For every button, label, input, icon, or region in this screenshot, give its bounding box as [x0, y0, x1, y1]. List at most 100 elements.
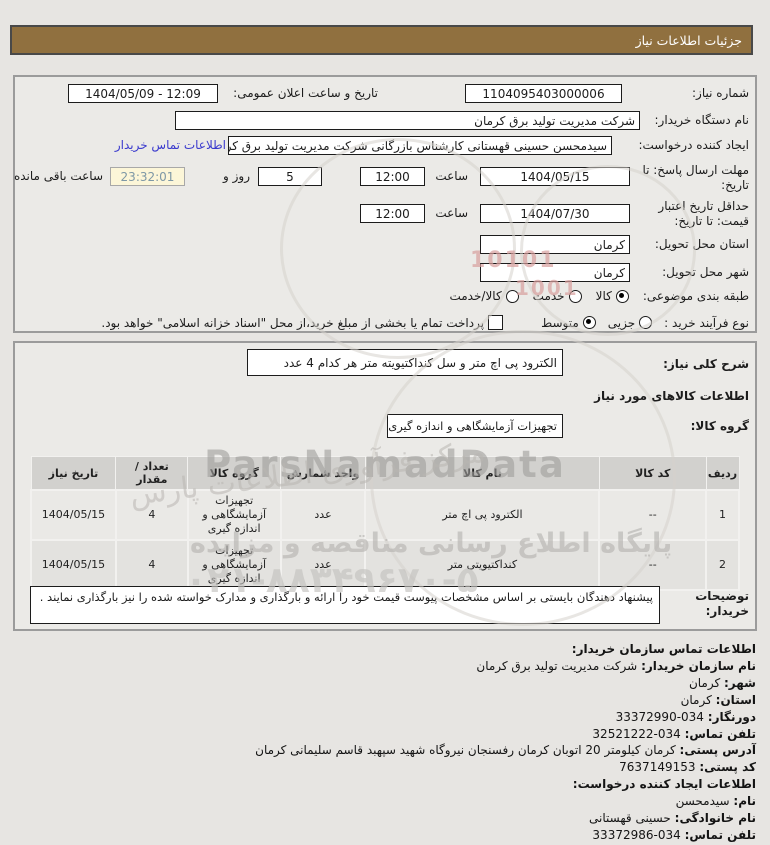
creator-first-name: سیدمحسن: [675, 794, 730, 809]
contact-label: استان:: [715, 692, 756, 707]
buyer-notes-input[interactable]: پیشنهاد دهندگان بایستی بر اساس مشخصات پی…: [30, 586, 660, 624]
classification-option-label: خدمت: [532, 289, 565, 303]
table-row: 2 -- کنداکتیویتی متر عدد تجهیزات آزمایشگ…: [30, 539, 740, 591]
contact-label: شهر:: [724, 675, 756, 690]
validity-hour-label: ساعت: [435, 206, 468, 220]
contact-line: اطلاعات ایجاد کننده درخواست:: [14, 776, 756, 793]
col-header-quantity: تعداد / مقدار: [115, 456, 189, 491]
cell-row-number: 2: [705, 539, 740, 591]
need-number-label: شماره نیاز:: [692, 86, 749, 100]
countdown-timer: 23:32:01: [110, 167, 185, 186]
buyer-notes-label: توضیحات خریدار:: [695, 589, 749, 618]
contact-label: دورنگار:: [707, 709, 756, 724]
need-number-input[interactable]: 1104095403000006: [465, 84, 622, 103]
col-header-need-date: تاریخ نیاز: [30, 456, 117, 491]
classification-label: طبقه بندی موضوعی:: [642, 289, 749, 303]
contact-line: اطلاعات تماس سازمان خریدار:: [14, 641, 756, 658]
classification-row: طبقه بندی موضوعی: کالا خدمت کالا/خدمت: [449, 289, 749, 303]
buyer-contact-link[interactable]: اطلاعات تماس خریدار: [114, 138, 226, 152]
reply-deadline-time-input[interactable]: 12:00: [360, 167, 425, 186]
contact-label: نام خانوادگی:: [674, 811, 756, 826]
contact-label: اطلاعات تماس سازمان خریدار:: [571, 642, 756, 656]
request-creator-input[interactable]: سیدمحسن حسینی قهستانی کارشناس بازرگانی ش…: [228, 136, 612, 155]
delivery-province-input[interactable]: کرمان: [480, 235, 630, 254]
contact-line: آدرس پستی: کرمان کیلومتر 20 اتوبان کرمان…: [14, 742, 756, 759]
contact-label: اطلاعات ایجاد کننده درخواست:: [572, 777, 756, 792]
cell-unit: عدد: [279, 539, 367, 591]
need-description-input[interactable]: الکترود پی اچ متر و سل کنداکتیویته متر ه…: [247, 349, 563, 376]
col-header-group: گروه کالا: [187, 456, 282, 491]
cell-item-name: الکترود پی اچ متر: [364, 489, 601, 541]
contact-value: کرمان: [688, 675, 721, 690]
classification-radio-goods[interactable]: [615, 289, 629, 303]
contact-value: شرکت مدیریت تولید برق کرمان: [476, 658, 638, 673]
classification-radio-goods-service[interactable]: [505, 289, 519, 303]
delivery-city-label: شهر محل تحویل:: [662, 265, 749, 279]
announce-datetime-label: تاریخ و ساعت اعلان عمومی:: [233, 86, 378, 100]
col-header-row-number: ردیف: [705, 456, 740, 491]
contact-label: کد پستی:: [699, 760, 756, 775]
contact-label: تلفن تماس:: [684, 827, 756, 842]
col-header-unit: واحد شمارش: [280, 456, 366, 491]
days-and-label: روز و: [223, 169, 250, 183]
process-radio-medium[interactable]: [582, 316, 596, 329]
contact-line: کد پستی: 7637149153: [14, 759, 756, 776]
contact-line: نام: سیدمحسن: [14, 793, 756, 810]
contact-label: نام:: [733, 794, 756, 809]
fax-number: 33372990-034: [615, 709, 704, 724]
price-validity-label: حداقل تاریخ اعتبار قیمت: تا تاریخ:: [658, 199, 749, 228]
treasury-payment-label: پرداخت تمام یا بخشی از مبلغ خرید،از محل …: [101, 315, 485, 330]
item-group-input[interactable]: تجهیزات آزمایشگاهی و اندازه گیری: [387, 414, 563, 438]
hours-remaining-label: ساعت باقی مانده: [13, 169, 103, 183]
required-items-header: اطلاعات کالاهای مورد نیاز: [594, 389, 749, 403]
cell-item-code: --: [598, 489, 708, 541]
deadline-hour-label: ساعت: [435, 169, 468, 183]
contact-line: استان: کرمان: [14, 692, 756, 709]
treasury-payment-checkbox[interactable]: [488, 315, 504, 330]
announce-datetime-input[interactable]: 1404/05/09 - 12:09: [68, 84, 218, 103]
price-validity-date-input[interactable]: 1404/07/30: [480, 204, 630, 223]
phone-number: 32521222-034: [592, 726, 681, 741]
classification-option-label: کالا: [595, 289, 612, 303]
days-remaining-input[interactable]: 5: [258, 167, 322, 186]
cell-group: تجهیزات آزمایشگاهی و اندازه گیری: [186, 489, 282, 541]
delivery-province-label: استان محل تحویل:: [654, 237, 749, 251]
reply-deadline-date-input[interactable]: 1404/05/15: [480, 167, 630, 186]
need-info-panel: شماره نیاز: 1104095403000006 تاریخ و ساع…: [13, 75, 757, 333]
cell-need-date: 1404/05/15: [30, 539, 117, 591]
cell-unit: عدد: [279, 489, 367, 541]
price-validity-time-input[interactable]: 12:00: [360, 204, 425, 223]
cell-need-date: 1404/05/15: [30, 489, 117, 541]
delivery-city-input[interactable]: کرمان: [480, 263, 630, 282]
process-type-label: نوع فرآیند خرید :: [664, 315, 749, 330]
contact-label: نام سازمان خریدار:: [641, 658, 756, 673]
process-radio-minor[interactable]: [639, 316, 653, 329]
col-header-item-code: کد کالا: [598, 456, 707, 491]
contact-line: نام خانوادگی: حسینی قهستانی: [14, 810, 756, 827]
col-header-item-name: نام کالا: [364, 456, 600, 491]
items-table: ردیف کد کالا نام کالا واحد شمارش گروه کا…: [30, 456, 740, 591]
classification-radio-service[interactable]: [568, 289, 582, 303]
process-type-row: نوع فرآیند خرید : جزیی متوسط پرداخت تمام…: [101, 315, 749, 330]
postal-address: کرمان کیلومتر 20 اتوبان کرمان رفسنجان نی…: [255, 743, 676, 758]
table-row: 1 -- الکترود پی اچ متر عدد تجهیزات آزمای…: [30, 489, 740, 541]
process-option-label: متوسط: [541, 315, 579, 330]
page-title: جزئیات اطلاعات نیاز: [635, 32, 742, 48]
contact-line: نام سازمان خریدار: شرکت مدیریت تولید برق…: [14, 658, 756, 675]
cell-row-number: 1: [705, 489, 740, 541]
reply-deadline-label: مهلت ارسال پاسخ: تا تاریخ:: [642, 163, 749, 192]
required-items-panel: شرح کلی نیاز: الکترود پی اچ متر و سل کند…: [13, 341, 757, 631]
request-creator-label: ایجاد کننده درخواست:: [638, 138, 749, 152]
buyer-org-label: نام دستگاه خریدار:: [654, 113, 750, 127]
postal-code: 7637149153: [619, 760, 696, 775]
creator-phone: 33372986-034: [592, 827, 681, 842]
buyer-org-input[interactable]: شرکت مدیریت تولید برق کرمان: [175, 111, 640, 130]
contact-label: تلفن تماس:: [684, 726, 756, 741]
cell-item-code: --: [598, 539, 708, 591]
contact-label: آدرس پستی:: [679, 743, 756, 758]
cell-group: تجهیزات آزمایشگاهی و اندازه گیری: [186, 539, 282, 591]
contact-line: تلفن تماس: 32521222-034: [14, 726, 756, 743]
need-description-label: شرح کلی نیاز:: [663, 357, 749, 371]
contact-info-section: اطلاعات تماس سازمان خریدار: نام سازمان خ…: [14, 641, 756, 844]
cell-quantity: 4: [114, 489, 189, 541]
